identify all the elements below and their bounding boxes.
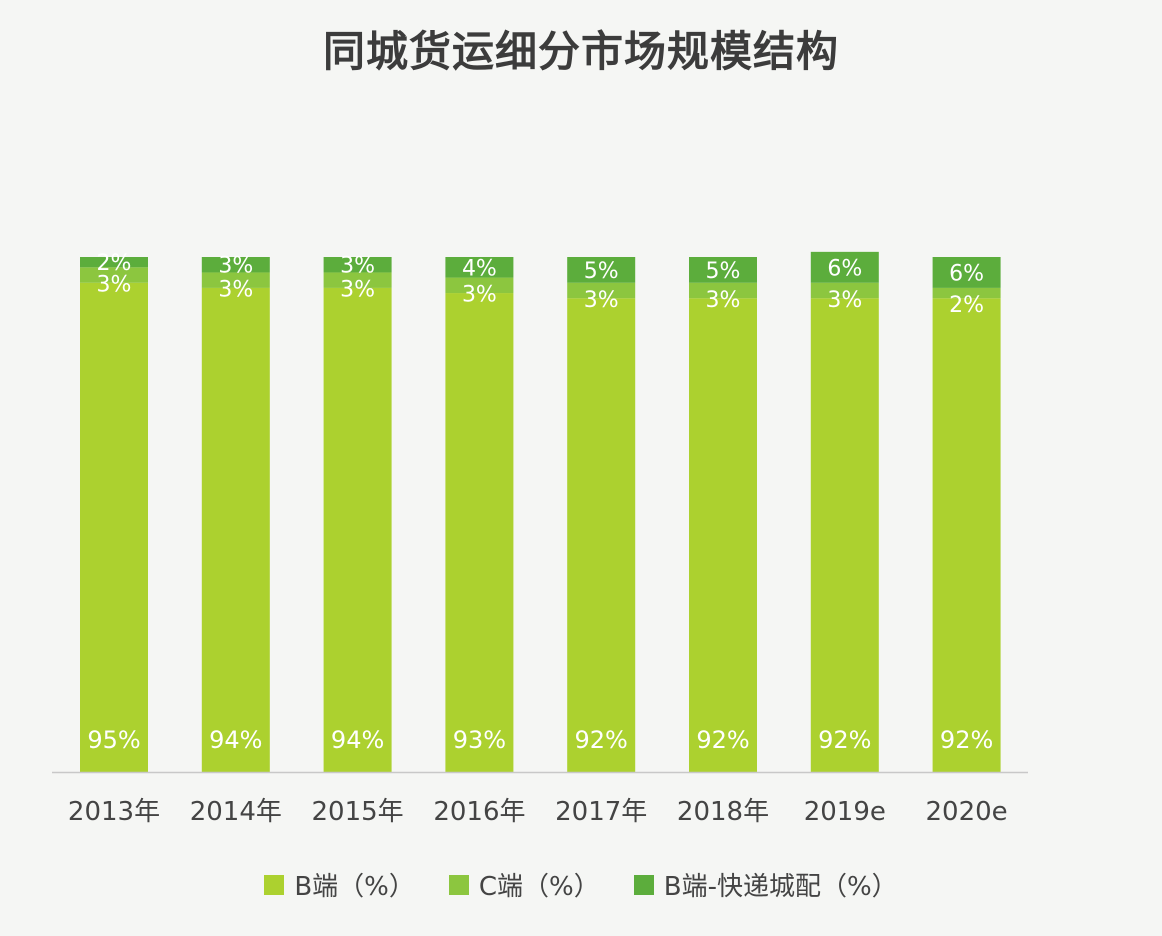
- data-label: 3%: [218, 277, 253, 302]
- legend-label: B端-快递城配（%）: [663, 872, 898, 902]
- bar-segment: [567, 257, 636, 283]
- data-label: 92%: [696, 726, 749, 754]
- bar-segment: [932, 298, 1001, 772]
- x-tick-label: 2019e: [804, 797, 886, 827]
- data-label: 3%: [340, 254, 375, 279]
- bar-segment: [810, 251, 879, 283]
- bar-segment: [323, 272, 392, 288]
- bar-segment: [323, 257, 392, 273]
- bar-segment: [689, 282, 757, 299]
- bar-segment: [810, 298, 879, 772]
- bar-segment: [445, 293, 514, 772]
- data-label: 2%: [949, 293, 984, 318]
- data-label: 3%: [340, 277, 375, 302]
- x-tick-label: 2014年: [190, 797, 282, 827]
- bar-segment: [932, 287, 1001, 299]
- bar-segment: [201, 287, 270, 772]
- x-tick-label: 2015年: [312, 797, 404, 827]
- bar-segment: [810, 282, 879, 299]
- legend-item: B端（%）: [264, 866, 415, 903]
- data-label: 3%: [97, 272, 132, 297]
- data-label: 3%: [218, 254, 253, 279]
- data-label: 3%: [584, 288, 619, 313]
- bar-segment: [445, 277, 514, 294]
- bar-segment: [201, 272, 270, 288]
- x-tick-label: 2020e: [926, 797, 1008, 827]
- bar-segment: [80, 267, 148, 283]
- x-tick-label: 2013年: [68, 797, 160, 827]
- data-label: 3%: [706, 288, 741, 313]
- data-label: 94%: [331, 726, 384, 754]
- bar-segment: [567, 298, 636, 772]
- data-label: 94%: [209, 726, 262, 754]
- x-tick-label: 2017年: [555, 797, 647, 827]
- legend-swatch: [448, 874, 469, 895]
- bar-segment: [689, 257, 757, 283]
- x-tick-label: 2018年: [677, 797, 769, 827]
- data-label: 3%: [827, 288, 862, 313]
- data-label: 5%: [706, 259, 741, 284]
- data-label: 93%: [453, 726, 506, 754]
- legend-swatch: [264, 874, 285, 895]
- bar-segment: [80, 257, 148, 268]
- data-label: 3%: [462, 283, 497, 308]
- data-label: 6%: [949, 261, 984, 286]
- bar-segment: [567, 282, 636, 299]
- data-label: 92%: [940, 726, 993, 754]
- data-label: 4%: [462, 256, 497, 281]
- data-label: 92%: [818, 726, 871, 754]
- legend-label: C端（%）: [478, 872, 600, 902]
- legend-item: B端-快递城配（%）: [633, 866, 898, 903]
- chart-title: 同城货运细分市场规模结构: [322, 27, 839, 76]
- legend-item: C端（%）: [448, 866, 600, 903]
- data-label: 92%: [575, 726, 628, 754]
- data-label: 6%: [827, 256, 862, 281]
- bar-segment: [932, 257, 1001, 288]
- data-label: 95%: [87, 726, 140, 754]
- data-label: 2%: [97, 251, 132, 276]
- bar-segment: [80, 282, 148, 772]
- data-label: 5%: [584, 259, 619, 284]
- bar-segment: [323, 287, 392, 772]
- bar-segment: [201, 257, 270, 273]
- stacked-bar-chart: 95%3%2%2013年94%3%3%2014年94%3%3%2015年93%3…: [52, 251, 1028, 827]
- legend-swatch: [633, 874, 654, 895]
- bar-segment: [689, 298, 757, 772]
- chart-legend: B端（%） C端（%） B端-快递城配（%）: [0, 866, 1162, 903]
- x-tick-label: 2016年: [433, 797, 525, 827]
- bar-segment: [445, 257, 514, 278]
- legend-label: B端（%）: [294, 872, 415, 902]
